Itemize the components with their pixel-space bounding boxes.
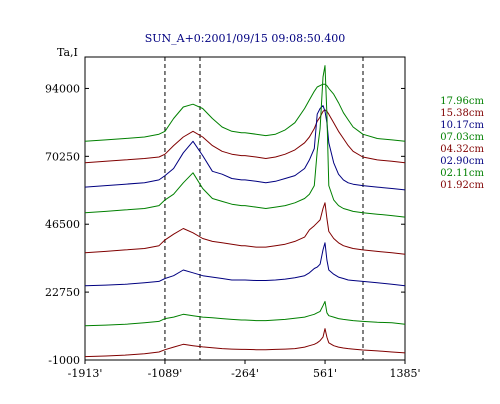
x-tick-label: 561'	[313, 367, 337, 380]
legend-entry: 07.03cm	[440, 132, 484, 143]
chart-title: SUN_A+0:2001/09/15 09:08:50.400	[145, 32, 346, 45]
series-line	[84, 105, 406, 191]
series-line	[84, 83, 406, 142]
plot-frame	[84, 56, 406, 361]
legend-entry: 04.32cm	[440, 144, 484, 155]
series-lines	[84, 65, 406, 358]
series-line	[84, 328, 406, 358]
y-tick-label: -1000	[48, 354, 80, 367]
legend: 17.96cm15.38cm10.17cm07.03cm04.32cm02.90…	[440, 96, 484, 191]
legend-entry: 02.90cm	[440, 156, 484, 167]
legend-entry: 15.38cm	[440, 108, 484, 119]
y-axis-label: Ta,I	[57, 46, 78, 59]
y-tick-label: 22750	[45, 286, 80, 299]
series-line	[84, 242, 406, 287]
x-ticks: -1913' -1089' -264' 561' 1385'	[68, 360, 421, 380]
y-ticks: 94000 70250 46500 22750 -1000	[45, 82, 405, 367]
y-tick-label: 70250	[45, 150, 80, 163]
y-tick-label: 46500	[45, 218, 80, 231]
series-line	[84, 109, 406, 164]
legend-entry: 10.17cm	[440, 120, 484, 131]
x-tick-label: -1089'	[148, 367, 183, 380]
y-tick-label: 94000	[45, 82, 80, 95]
legend-entry: 17.96cm	[440, 96, 484, 107]
legend-entry: 02.11cm	[440, 168, 484, 179]
x-tick-label: 1385'	[389, 367, 420, 380]
x-tick-label: -1913'	[68, 367, 103, 380]
legend-entry: 01.92cm	[440, 180, 484, 191]
series-line	[84, 65, 406, 218]
x-tick-label: -264'	[231, 367, 259, 380]
series-line	[84, 202, 406, 255]
series-line	[84, 300, 406, 327]
